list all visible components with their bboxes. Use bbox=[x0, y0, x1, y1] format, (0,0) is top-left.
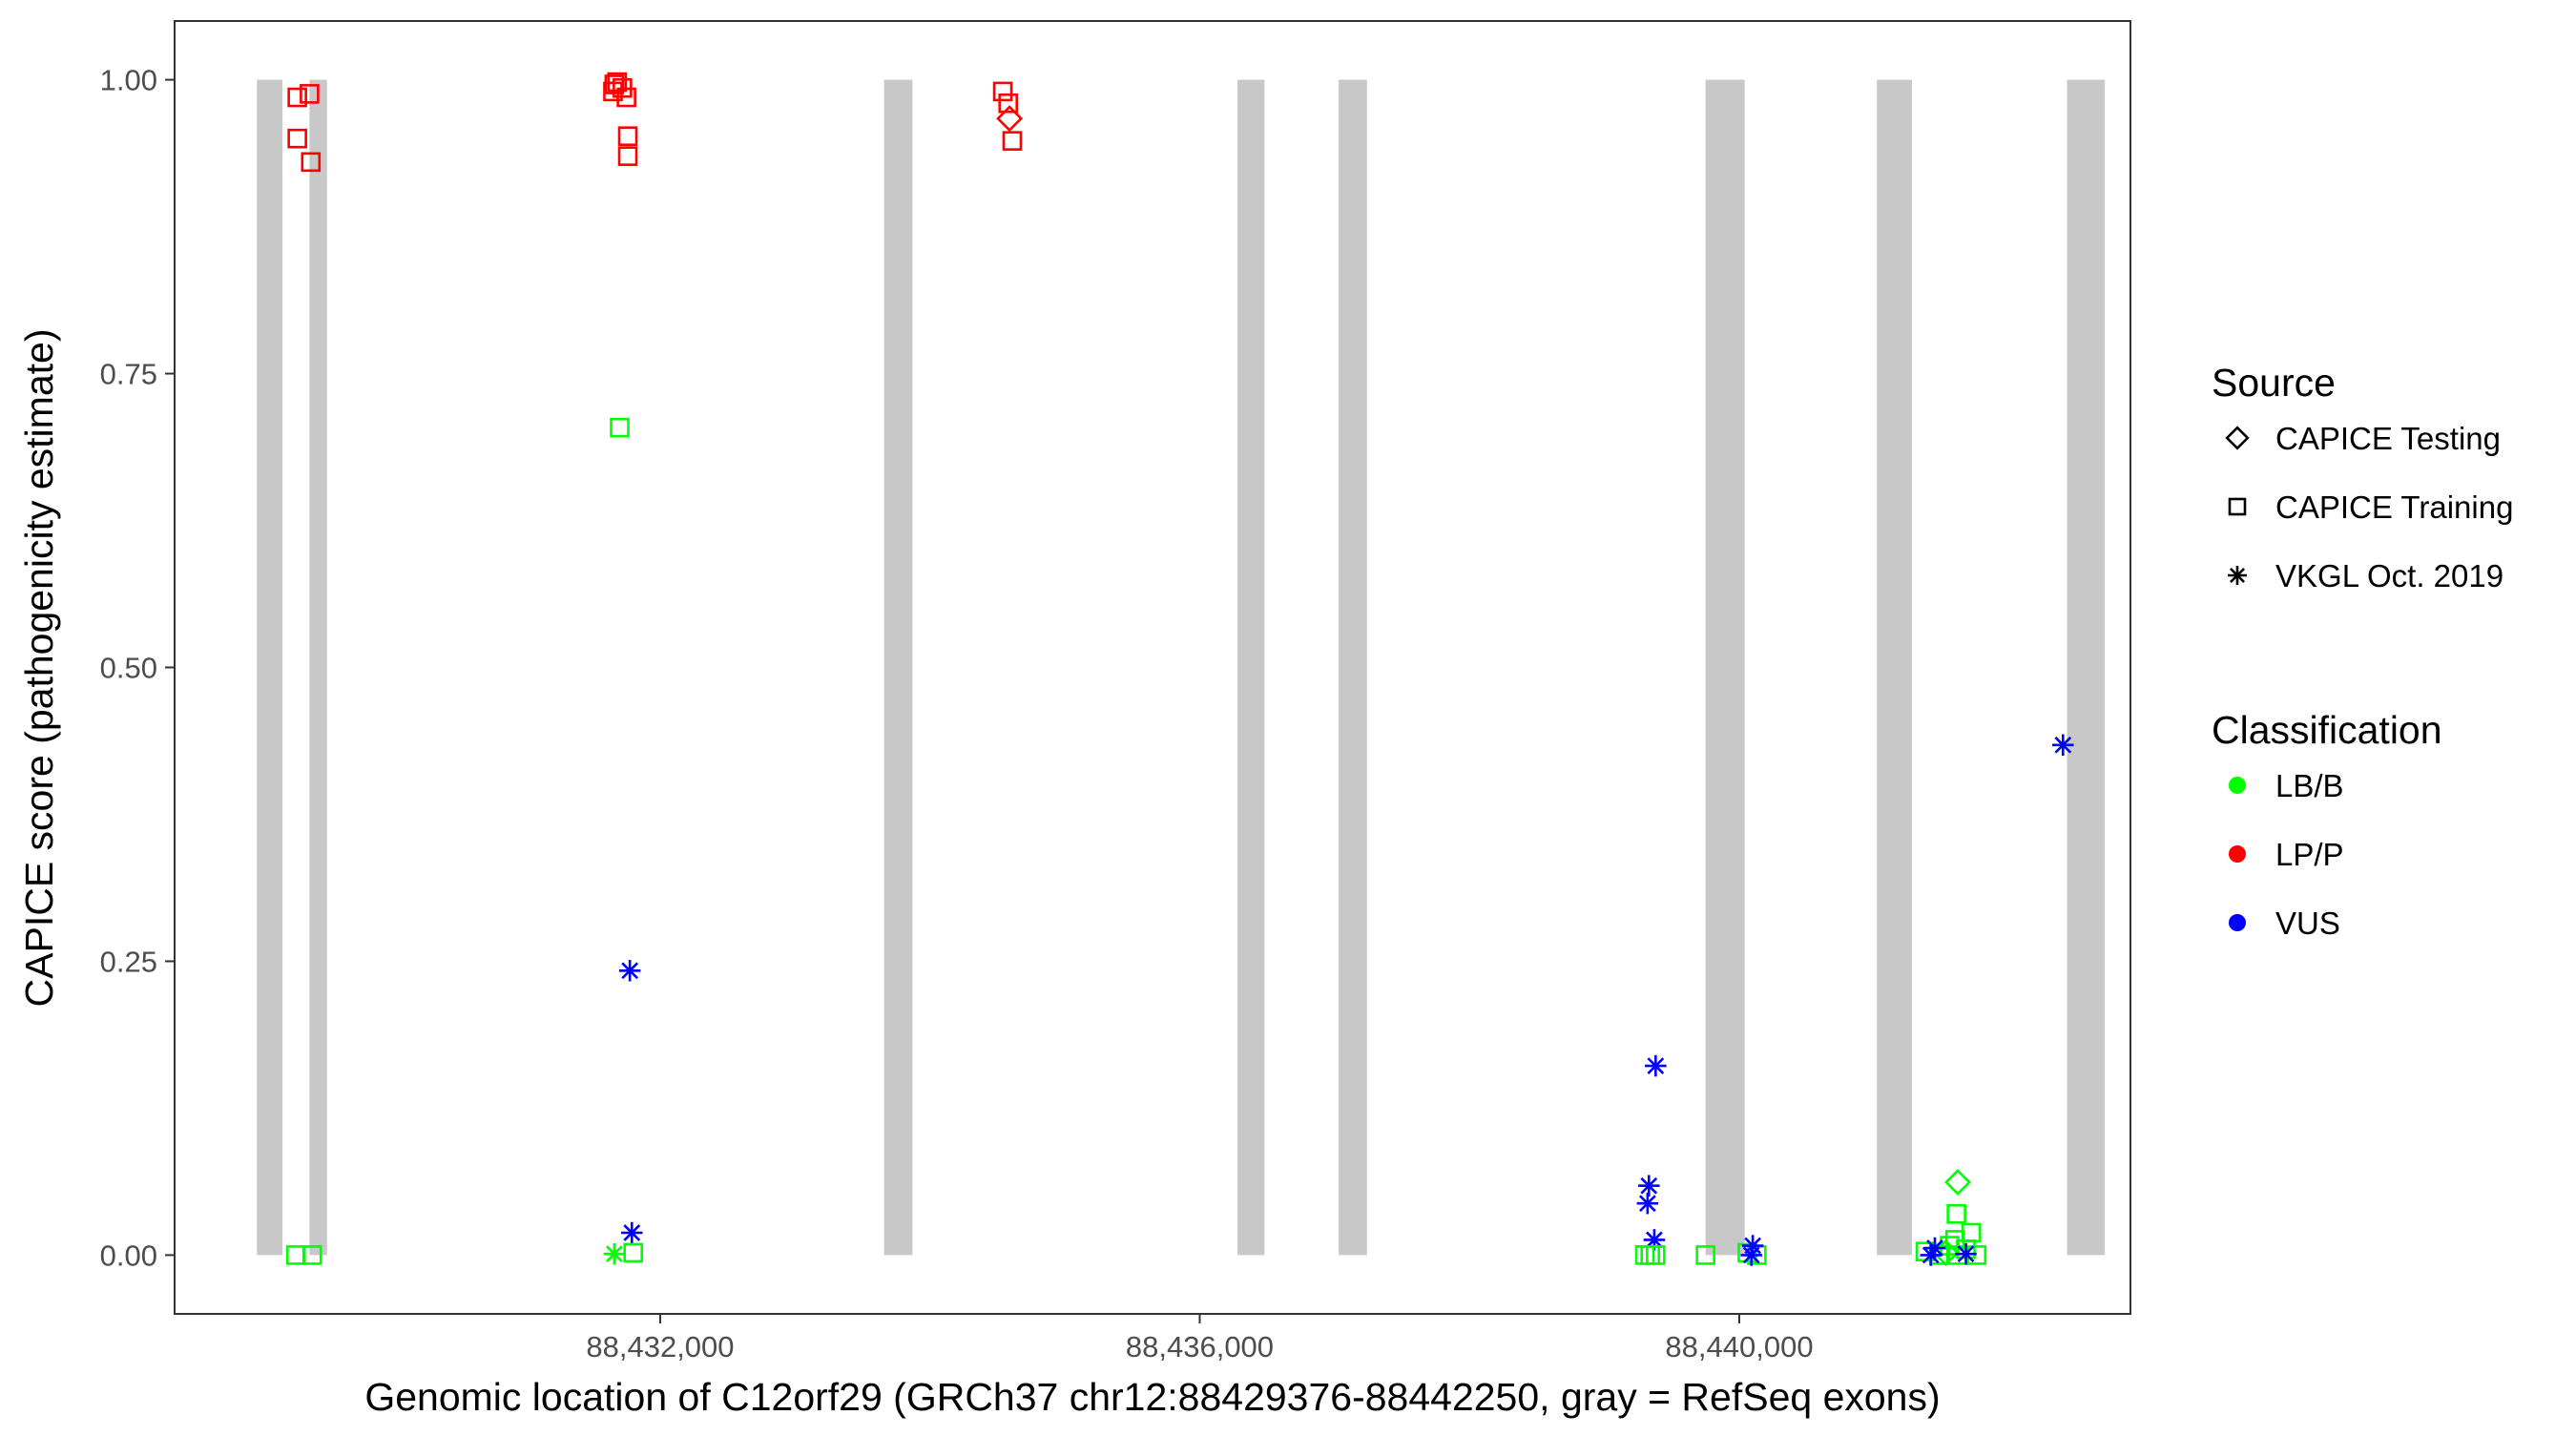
legend-label: VKGL Oct. 2019 bbox=[2275, 558, 2503, 593]
legend-label: LP/P bbox=[2275, 837, 2344, 872]
data-point bbox=[617, 146, 638, 166]
legend-key-asterisk bbox=[2228, 566, 2247, 585]
data-point bbox=[1920, 1244, 1942, 1266]
exon-bar bbox=[1705, 79, 1745, 1256]
data-point bbox=[1695, 1245, 1715, 1265]
data-point bbox=[1634, 1245, 1655, 1265]
exon-bar bbox=[257, 79, 283, 1256]
legend-label: CAPICE Testing bbox=[2275, 421, 2501, 456]
data-point bbox=[603, 1242, 626, 1265]
data-point bbox=[617, 126, 638, 147]
data-point bbox=[1740, 1244, 1762, 1266]
data-point bbox=[1946, 1203, 1966, 1224]
exon-bar bbox=[2067, 79, 2106, 1256]
exon-bar bbox=[1237, 79, 1265, 1256]
data-point bbox=[1961, 1222, 1982, 1243]
x-tick-label: 88,432,000 bbox=[586, 1330, 734, 1363]
exon-bar bbox=[309, 79, 327, 1256]
data-point bbox=[610, 417, 630, 438]
y-tick-label: 1.00 bbox=[100, 64, 157, 97]
legend-source-group: CAPICE Testing CAPICE Training VKGL Oct. 2… bbox=[2225, 421, 2513, 593]
y-tick-label: 0.75 bbox=[100, 358, 157, 391]
data-point bbox=[618, 960, 641, 982]
data-point bbox=[1646, 1245, 1666, 1265]
data-point bbox=[1645, 1054, 1667, 1077]
y-axis-title: CAPICE score (pathogenicity estimate) bbox=[17, 329, 61, 1008]
point-layer bbox=[285, 72, 2074, 1266]
legend-key-diamond bbox=[2225, 426, 2250, 450]
data-point bbox=[287, 87, 307, 108]
data-point bbox=[998, 93, 1019, 114]
y-axis: 0.00 0.25 0.50 0.75 1.00 bbox=[100, 64, 175, 1272]
data-point bbox=[1955, 1242, 1977, 1265]
exon-bar bbox=[883, 79, 913, 1256]
data-point bbox=[996, 105, 1024, 133]
data-point bbox=[301, 1245, 322, 1265]
legend-title-classification: Classification bbox=[2212, 708, 2442, 752]
data-point bbox=[1636, 1192, 1659, 1215]
data-point bbox=[285, 1245, 306, 1265]
data-point bbox=[1640, 1245, 1660, 1265]
legend-key-dot bbox=[2229, 914, 2246, 931]
legend-label: CAPICE Training bbox=[2275, 489, 2513, 525]
data-point bbox=[1002, 131, 1023, 151]
y-tick-label: 0.00 bbox=[100, 1238, 157, 1272]
data-point bbox=[616, 87, 636, 108]
legend-title-source: Source bbox=[2212, 361, 2336, 405]
legend-classification-group: LB/B LP/P VUS bbox=[2229, 768, 2344, 941]
x-tick-label: 88,436,000 bbox=[1126, 1330, 1274, 1363]
x-axis-title: Genomic location of C12orf29 (GRCh37 chr… bbox=[364, 1375, 1940, 1419]
exon-layer bbox=[257, 79, 2106, 1256]
data-point bbox=[301, 152, 322, 173]
legend-label: LB/B bbox=[2275, 768, 2344, 803]
x-axis: 88,432,000 88,436,000 88,440,000 bbox=[586, 1314, 1814, 1363]
data-point bbox=[1944, 1169, 1972, 1197]
legend-key-dot bbox=[2229, 845, 2246, 863]
data-point bbox=[992, 81, 1013, 102]
legend-label: VUS bbox=[2275, 905, 2340, 941]
legend-key-square bbox=[2228, 497, 2247, 516]
data-point bbox=[300, 84, 320, 104]
data-point bbox=[2052, 734, 2074, 757]
exon-bar bbox=[1339, 79, 1367, 1256]
legend: Source CAPICE Testing CAPICE Training VKGL… bbox=[2212, 361, 2513, 941]
y-tick-label: 0.50 bbox=[100, 652, 157, 685]
data-point bbox=[287, 128, 307, 149]
data-point bbox=[623, 1242, 643, 1263]
legend-key-dot bbox=[2229, 777, 2246, 794]
data-point bbox=[1638, 1175, 1660, 1197]
exon-bar bbox=[1877, 79, 1912, 1256]
data-point bbox=[621, 1221, 643, 1244]
plot-panel-border bbox=[174, 20, 2131, 1315]
y-tick-label: 0.25 bbox=[100, 945, 157, 978]
x-tick-label: 88,440,000 bbox=[1665, 1330, 1813, 1363]
